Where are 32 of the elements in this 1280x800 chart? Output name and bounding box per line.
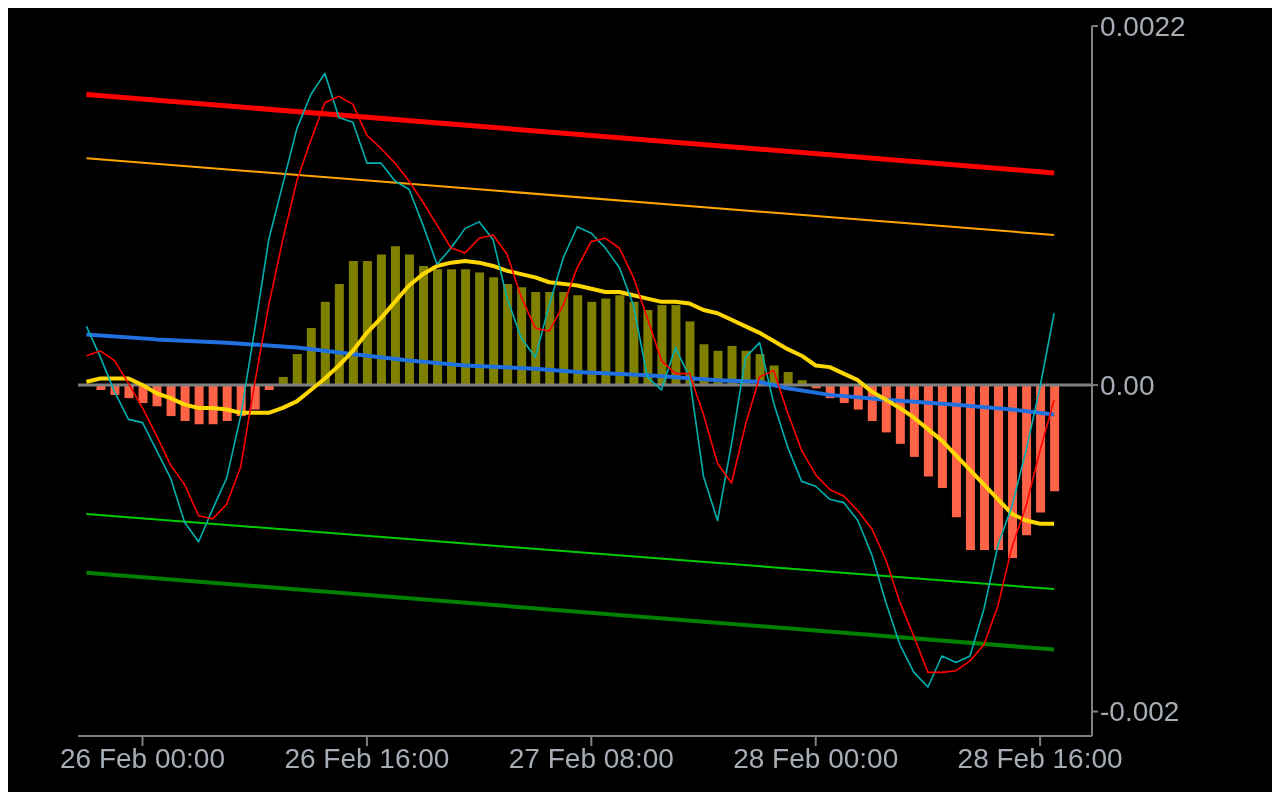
bar [419, 265, 428, 386]
line-series [84, 259, 1057, 526]
y-tick-label: 0.0022 [1100, 10, 1186, 42]
bar [433, 269, 443, 386]
bar [1050, 385, 1060, 492]
bar [404, 254, 414, 386]
y-tick-label: 0.00 [1100, 370, 1155, 402]
bar [965, 385, 975, 550]
bar [994, 385, 1004, 550]
bar [390, 246, 400, 386]
x-tick-label: 28 Feb 00:00 [733, 742, 899, 774]
bar [461, 269, 471, 386]
bar [783, 372, 793, 386]
y-tick-label: -0.002 [1100, 696, 1180, 728]
bar [503, 283, 513, 386]
bar [292, 354, 302, 386]
bar [601, 298, 611, 386]
bar [615, 295, 625, 386]
bar [559, 292, 569, 386]
bar [980, 385, 989, 550]
bar [376, 254, 386, 386]
x-tick-label: 28 Feb 16:00 [957, 742, 1123, 774]
bar [348, 261, 358, 386]
bar [475, 272, 485, 386]
x-tick-label: 26 Feb 00:00 [60, 742, 226, 774]
bar [489, 277, 499, 386]
bar [362, 261, 372, 386]
x-tick-label: 26 Feb 16:00 [284, 742, 450, 774]
bar [573, 295, 583, 386]
bar [587, 301, 597, 386]
bar [447, 269, 457, 386]
x-tick-label: 27 Feb 08:00 [508, 742, 674, 774]
